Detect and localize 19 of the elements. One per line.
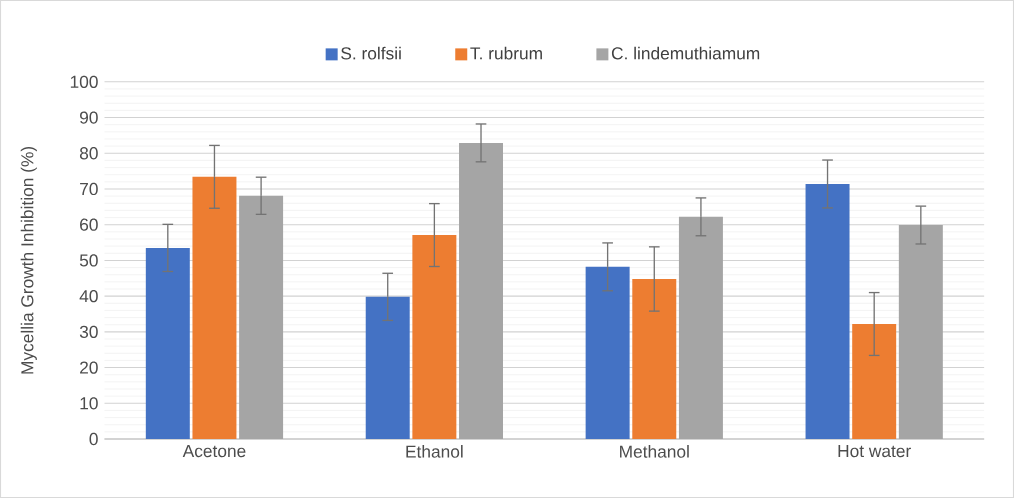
legend-label: C. lindemuthiamum <box>611 46 760 60</box>
y-tick-label: 90 <box>80 111 98 124</box>
y-tick-label: 60 <box>80 218 98 231</box>
x-tick-label: Ethanol <box>406 444 463 458</box>
y-tick-label: 80 <box>79 147 98 160</box>
y-tick-label: 20 <box>80 361 98 374</box>
y-tick-label: 70 <box>80 182 98 196</box>
x-tick-label: Acetone <box>182 444 246 458</box>
y-tick-label: 50 <box>79 254 98 267</box>
y-tick-label: 10 <box>80 397 98 410</box>
y-axis-title: Mycellia Growth Inhibition (%) <box>20 146 37 374</box>
legend-label: T. rubrum <box>470 46 542 60</box>
x-tick-label: Hot water <box>838 444 911 458</box>
y-tick-label: 30 <box>79 325 98 338</box>
y-tick-label: 40 <box>79 289 98 303</box>
legend-label: S. rolfsii <box>341 46 401 60</box>
x-tick-label: Methanol <box>620 444 689 458</box>
y-tick-label: 100 <box>70 75 98 88</box>
y-tick-label: 0 <box>89 432 98 446</box>
